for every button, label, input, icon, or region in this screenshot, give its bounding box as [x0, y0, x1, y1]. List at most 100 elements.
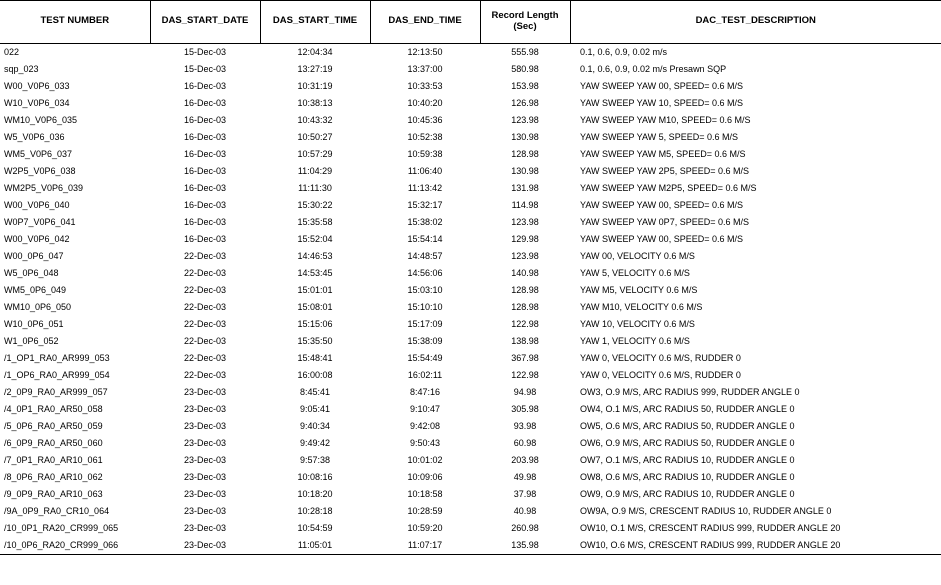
cell: OW3, O.9 M/S, ARC RADIUS 999, RUDDER ANG…: [570, 384, 941, 401]
cell: 15:52:04: [260, 231, 370, 248]
cell: 11:05:01: [260, 537, 370, 555]
cell: 40.98: [480, 503, 570, 520]
cell: 49.98: [480, 469, 570, 486]
cell: 93.98: [480, 418, 570, 435]
col-header-test-number: TEST NUMBER: [0, 1, 150, 44]
cell: 15:15:06: [260, 316, 370, 333]
table-row: W00_V0P6_04016-Dec-0315:30:2215:32:17114…: [0, 197, 941, 214]
cell: 130.98: [480, 129, 570, 146]
cell: OW8, O.6 M/S, ARC RADIUS 10, RUDDER ANGL…: [570, 469, 941, 486]
cell: /9_0P9_RA0_AR10_063: [0, 486, 150, 503]
cell: 60.98: [480, 435, 570, 452]
cell: YAW 00, VELOCITY 0.6 M/S: [570, 248, 941, 265]
cell: YAW SWEEP YAW 5, SPEED= 0.6 M/S: [570, 129, 941, 146]
cell: W00_V0P6_042: [0, 231, 150, 248]
cell: 10:38:13: [260, 95, 370, 112]
cell: 16-Dec-03: [150, 231, 260, 248]
col-header-end-time: DAS_END_TIME: [370, 1, 480, 44]
table-row: WM5_V0P6_03716-Dec-0310:57:2910:59:38128…: [0, 146, 941, 163]
cell: YAW SWEEP YAW M2P5, SPEED= 0.6 M/S: [570, 180, 941, 197]
cell: W00_V0P6_040: [0, 197, 150, 214]
table-row: WM5_0P6_04922-Dec-0315:01:0115:03:10128.…: [0, 282, 941, 299]
cell: 9:05:41: [260, 401, 370, 418]
cell: 153.98: [480, 78, 570, 95]
cell: YAW SWEEP YAW 00, SPEED= 0.6 M/S: [570, 197, 941, 214]
table-row: /9_0P9_RA0_AR10_06323-Dec-0310:18:2010:1…: [0, 486, 941, 503]
cell: /1_OP1_RA0_AR999_053: [0, 350, 150, 367]
cell: 16-Dec-03: [150, 197, 260, 214]
cell: WM10_0P6_050: [0, 299, 150, 316]
table-row: W10_V0P6_03416-Dec-0310:38:1310:40:20126…: [0, 95, 941, 112]
table-row: /6_0P9_RA0_AR50_06023-Dec-039:49:429:50:…: [0, 435, 941, 452]
cell: 16-Dec-03: [150, 180, 260, 197]
cell: 23-Dec-03: [150, 384, 260, 401]
cell: 122.98: [480, 367, 570, 384]
cell: 138.98: [480, 333, 570, 350]
cell: 15:30:22: [260, 197, 370, 214]
cell: 10:50:27: [260, 129, 370, 146]
cell: 23-Dec-03: [150, 469, 260, 486]
cell: W10_V0P6_034: [0, 95, 150, 112]
cell: 128.98: [480, 282, 570, 299]
cell: YAW SWEEP YAW 2P5, SPEED= 0.6 M/S: [570, 163, 941, 180]
cell: OW9, O.9 M/S, ARC RADIUS 10, RUDDER ANGL…: [570, 486, 941, 503]
cell: 128.98: [480, 299, 570, 316]
cell: 22-Dec-03: [150, 350, 260, 367]
cell: 129.98: [480, 231, 570, 248]
cell: /8_0P6_RA0_AR10_062: [0, 469, 150, 486]
cell: 305.98: [480, 401, 570, 418]
cell: 0.1, 0.6, 0.9, 0.02 m/s Presawn SQP: [570, 61, 941, 78]
cell: 9:50:43: [370, 435, 480, 452]
cell: 11:07:17: [370, 537, 480, 555]
cell: /1_OP6_RA0_AR999_054: [0, 367, 150, 384]
cell: /6_0P9_RA0_AR50_060: [0, 435, 150, 452]
cell: 22-Dec-03: [150, 282, 260, 299]
cell: 11:04:29: [260, 163, 370, 180]
cell: 10:40:20: [370, 95, 480, 112]
col-header-description: DAC_TEST_DESCRIPTION: [570, 1, 941, 44]
cell: 9:57:38: [260, 452, 370, 469]
cell: 123.98: [480, 248, 570, 265]
cell: W0P7_V0P6_041: [0, 214, 150, 231]
cell: 022: [0, 43, 150, 61]
cell: 15:17:09: [370, 316, 480, 333]
cell: 10:33:53: [370, 78, 480, 95]
cell: 0.1, 0.6, 0.9, 0.02 m/s: [570, 43, 941, 61]
cell: /10_0P6_RA20_CR999_066: [0, 537, 150, 555]
cell: 14:48:57: [370, 248, 480, 265]
cell: 15:08:01: [260, 299, 370, 316]
cell: 15:54:14: [370, 231, 480, 248]
cell: WM5_V0P6_037: [0, 146, 150, 163]
cell: 12:04:34: [260, 43, 370, 61]
table-row: /5_0P6_RA0_AR50_05923-Dec-039:40:349:42:…: [0, 418, 941, 435]
cell: 10:09:06: [370, 469, 480, 486]
cell: OW9A, O.9 M/S, CRESCENT RADIUS 10, RUDDE…: [570, 503, 941, 520]
cell: 15:35:58: [260, 214, 370, 231]
cell: /7_0P1_RA0_AR10_061: [0, 452, 150, 469]
table-header: TEST NUMBER DAS_START_DATE DAS_START_TIM…: [0, 1, 941, 44]
cell: 22-Dec-03: [150, 248, 260, 265]
cell: 9:40:34: [260, 418, 370, 435]
cell: W00_0P6_047: [0, 248, 150, 265]
cell: YAW SWEEP YAW 10, SPEED= 0.6 M/S: [570, 95, 941, 112]
test-log-table: TEST NUMBER DAS_START_DATE DAS_START_TIM…: [0, 0, 941, 555]
cell: YAW SWEEP YAW 00, SPEED= 0.6 M/S: [570, 231, 941, 248]
cell: WM2P5_V0P6_039: [0, 180, 150, 197]
table-row: WM10_V0P6_03516-Dec-0310:43:3210:45:3612…: [0, 112, 941, 129]
cell: 23-Dec-03: [150, 435, 260, 452]
cell: 128.98: [480, 146, 570, 163]
cell: 16-Dec-03: [150, 214, 260, 231]
table-row: WM2P5_V0P6_03916-Dec-0311:11:3011:13:421…: [0, 180, 941, 197]
cell: 23-Dec-03: [150, 520, 260, 537]
col-header-record-length: Record Length (Sec): [480, 1, 570, 44]
cell: 15-Dec-03: [150, 61, 260, 78]
cell: 8:45:41: [260, 384, 370, 401]
table-row: W5_0P6_04822-Dec-0314:53:4514:56:06140.9…: [0, 265, 941, 282]
table-row: /10_0P6_RA20_CR999_06623-Dec-0311:05:011…: [0, 537, 941, 555]
cell: 9:42:08: [370, 418, 480, 435]
cell: 15:10:10: [370, 299, 480, 316]
cell: WM5_0P6_049: [0, 282, 150, 299]
cell: 10:52:38: [370, 129, 480, 146]
table-row: /4_0P1_RA0_AR50_05823-Dec-039:05:419:10:…: [0, 401, 941, 418]
cell: 22-Dec-03: [150, 333, 260, 350]
